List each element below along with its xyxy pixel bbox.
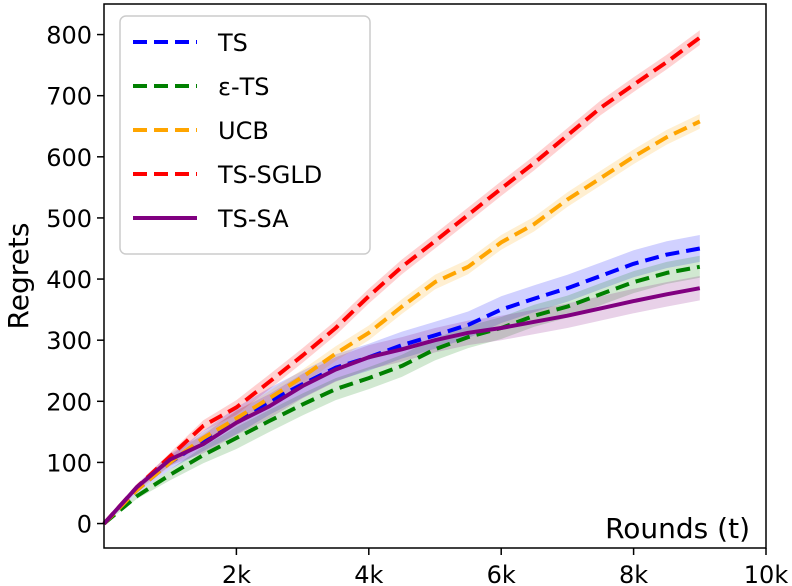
y-tick-label: 500 — [46, 205, 92, 233]
legend-box — [119, 15, 371, 255]
y-tick-label: 100 — [46, 449, 92, 477]
series-line-3 — [102, 35, 701, 525]
band-1 — [104, 255, 700, 524]
x-tick-label: 8k — [619, 561, 648, 586]
band-0 — [104, 235, 700, 524]
y-tick-label: 300 — [46, 327, 92, 355]
y-tick-label: 800 — [46, 22, 92, 50]
y-tick-label: 200 — [46, 388, 92, 416]
legend: TS ε-TS UCB TS-SGLD TS-SA — [119, 15, 371, 255]
x-tick-label: 10k — [744, 561, 789, 586]
y-tick-label: 700 — [46, 83, 92, 111]
legend-label-0: TS — [217, 29, 248, 57]
series-line-0 — [102, 246, 701, 526]
legend-label-4: TS-SA — [217, 205, 289, 233]
legend-label-2: UCB — [218, 117, 269, 145]
x-axis-label: Rounds (t) — [605, 512, 750, 545]
y-tick-label: 600 — [46, 144, 92, 172]
series-lines — [102, 35, 701, 526]
x-tick-label: 6k — [487, 561, 516, 586]
y-axis-label: Regrets — [2, 223, 35, 330]
legend-label-1: ε-TS — [218, 73, 270, 101]
x-tick-label: 2k — [222, 561, 251, 586]
y-tick-label: 400 — [46, 266, 92, 294]
series-line-2 — [102, 119, 701, 526]
band-2 — [104, 114, 700, 524]
axis-ticks: 2k 4k 6k 8k 10k 0 100 200 300 400 500 600 700 800 — [46, 22, 788, 586]
series-line-4 — [102, 286, 701, 525]
x-tick-label: 4k — [354, 561, 383, 586]
legend-label-3: TS-SGLD — [217, 161, 322, 189]
plot-frame — [103, 3, 767, 549]
band-3 — [104, 30, 700, 524]
series-line-1 — [102, 264, 701, 526]
y-tick-label: 0 — [77, 511, 92, 539]
